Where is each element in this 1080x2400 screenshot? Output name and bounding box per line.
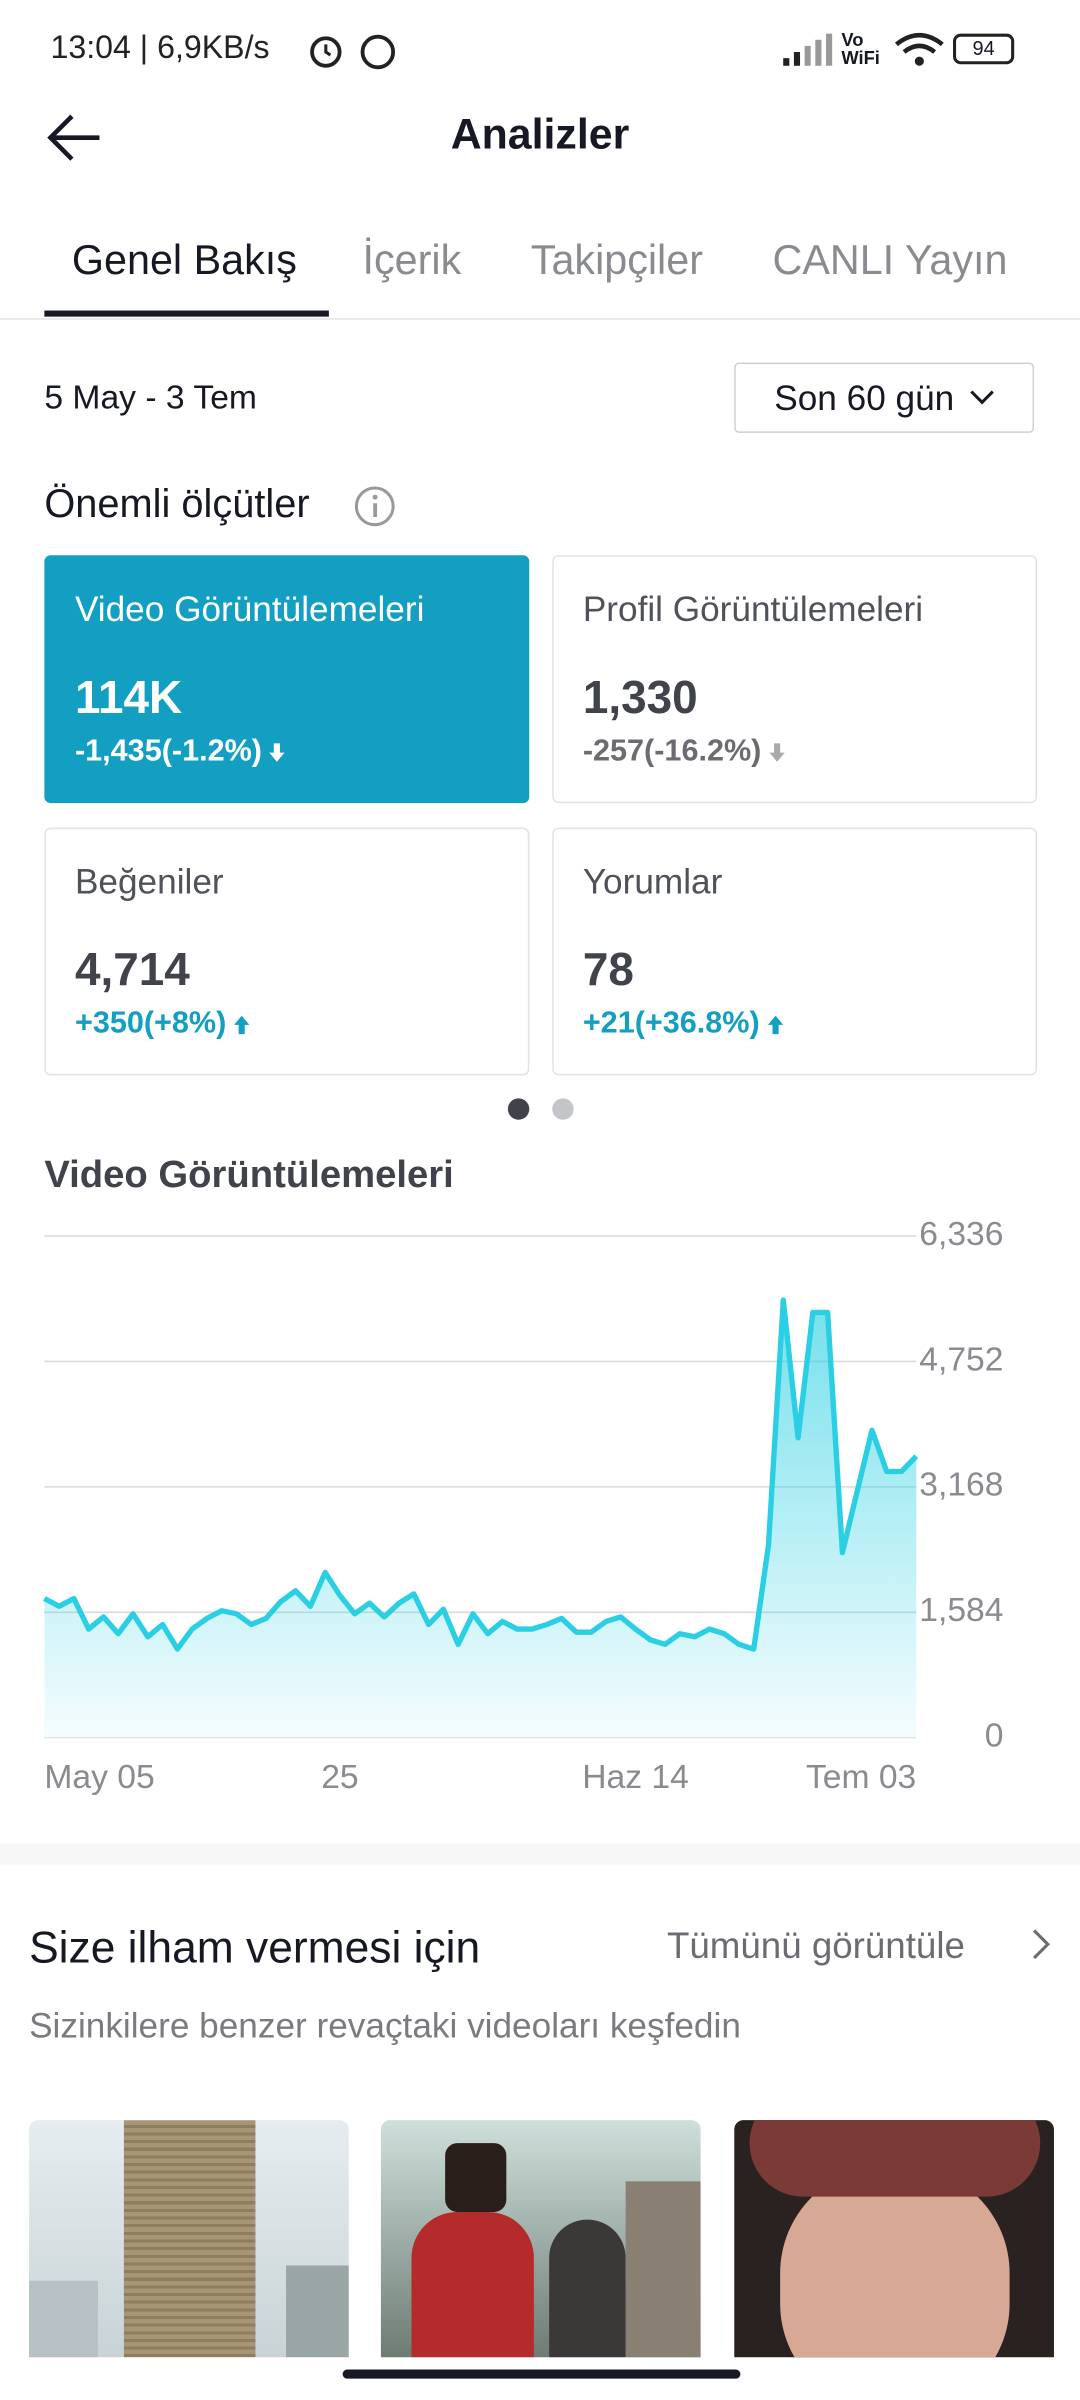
battery: 94 (953, 33, 1015, 65)
thumb-shape (445, 2143, 507, 2212)
wifi-icon (894, 32, 944, 66)
tab[interactable]: Takipçiler (530, 237, 703, 283)
back-button[interactable] (44, 110, 105, 165)
period-label: Son 60 gün (774, 377, 955, 417)
metric-change: -257(-16.2%) (583, 734, 786, 769)
thumb-shape (123, 2120, 256, 2358)
tab[interactable]: Genel Bakış (71, 237, 297, 283)
section-title: Size ilham vermesi için (29, 1924, 481, 1974)
tab-bar: Genel Bakış İçerik Takipçiler CANLI Yayı… (0, 229, 1080, 320)
thumb-shape (549, 2219, 626, 2358)
section-subtitle: Sizinkilere benzer revaçtaki videoları k… (29, 2005, 741, 2046)
section-title: Önemli ölçütler (44, 480, 310, 527)
time: 13:04 (50, 30, 131, 66)
line (43, 1297, 919, 1652)
period-selector[interactable]: Son 60 gün (734, 362, 1035, 433)
change-text: +21(+36.8%) (582, 1006, 760, 1041)
thumb-shape (29, 2280, 98, 2358)
section-separator (0, 1843, 1080, 1865)
thumb-shape (749, 2120, 1041, 2197)
x-tick-label: Tem 03 (806, 1759, 916, 1796)
change-text: -257(-16.2%) (582, 734, 762, 768)
y-tick-label: 0 (985, 1718, 1004, 1755)
metric-change: +21(+36.8%) (583, 1007, 784, 1042)
y-tick-label: 3,168 (919, 1467, 1003, 1504)
arrow-up (767, 1014, 783, 1034)
see-all-link[interactable]: Tümünü görüntüle (667, 1926, 965, 1969)
tab-indicator (44, 310, 329, 317)
tab[interactable]: CANLI Yayın (772, 237, 1008, 283)
metric-label: Yorumlar (582, 861, 723, 901)
metric-value: 114K (74, 673, 183, 724)
change-text: +350(+8%) (74, 1006, 227, 1041)
metric-card[interactable]: Beğeniler 4,714 +350(+8%) (44, 827, 530, 1076)
status-icons-left (310, 34, 396, 70)
metric-label: Video Görüntülemeleri (74, 588, 425, 629)
video-thumbnail[interactable] (734, 2120, 1054, 2358)
chart: 0 1,584 3,168 4,752 6,336 May 05 25 Haz 14 Tem 0… (43, 1216, 1004, 1796)
metric-value: 78 (582, 945, 634, 996)
gesture-bar (342, 2369, 741, 2379)
signal-icon (783, 33, 833, 66)
thumb-shape (625, 2181, 701, 2358)
date-range: 5 May - 3 Tem (44, 377, 257, 417)
arrow-down (269, 742, 285, 762)
chart-title: Video Görüntülemeleri (44, 1153, 454, 1197)
thumb-shape (286, 2265, 349, 2358)
y-tick-label: 1,584 (919, 1592, 1003, 1629)
metric-value: 1,330 (582, 673, 698, 724)
metric-change: -1,435(-1.2%) (75, 734, 287, 769)
line-area (44, 1300, 917, 1738)
tab[interactable]: İçerik (362, 237, 462, 283)
page-dot (507, 1098, 530, 1120)
arrow-up (233, 1014, 250, 1034)
y-tick-label: 6,336 (919, 1216, 1003, 1253)
video-thumbnail[interactable] (380, 2120, 701, 2358)
metric-value: 4,714 (74, 945, 190, 996)
metric-label: Beğeniler (74, 861, 224, 901)
chevron (970, 390, 994, 405)
x-tick-label: Haz 14 (582, 1759, 689, 1796)
chevron-right (1032, 1929, 1051, 1960)
metric-card[interactable]: Yorumlar 78 +21(+36.8%) (552, 827, 1038, 1076)
page-title: Analizler (450, 110, 630, 158)
info-icon[interactable] (353, 485, 396, 528)
arrow-down (769, 742, 785, 762)
status-bar: 13:04 | 6,9KB/s (50, 30, 270, 66)
change-text: -1,435(-1.2%) (74, 734, 263, 768)
metric-label: Profil Görüntülemeleri (582, 588, 924, 629)
y-tick-label: 4,752 (919, 1341, 1003, 1378)
vowifi: Vo WiFi (841, 29, 880, 69)
thumb-shape (780, 2166, 1010, 2358)
metric-change: +350(+8%) (75, 1007, 251, 1042)
net-speed: 6,9KB/s (157, 30, 270, 66)
link-text: Tümünü görüntüle (666, 1925, 965, 1968)
thumb-shape (411, 2211, 534, 2358)
x-tick-label: May 05 (44, 1759, 154, 1796)
metric-card[interactable]: Profil Görüntülemeleri 1,330 -257(-16.2%… (552, 555, 1038, 804)
x-tick-label: 25 (321, 1759, 358, 1796)
page-dot (552, 1098, 574, 1120)
metric-card[interactable]: Video Görüntülemeleri 114K -1,435(-1.2%) (44, 555, 530, 804)
video-thumbnail[interactable] (29, 2120, 349, 2358)
